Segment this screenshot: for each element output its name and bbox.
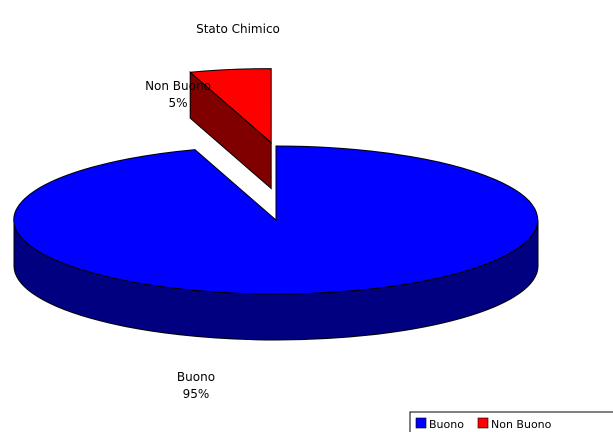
pie-slice-buono — [13, 145, 539, 295]
legend-label-buono: Buono — [429, 418, 464, 431]
legend-swatch-buono — [415, 417, 427, 429]
data-label-pct-buono: 95% — [183, 387, 210, 401]
legend-label-non-buono: Non Buono — [491, 418, 552, 431]
chart-title: Stato Chimico — [196, 22, 280, 36]
data-label-pct-non-buono: 5% — [168, 96, 187, 110]
legend-frame — [409, 411, 613, 432]
data-label-name-buono: Buono — [177, 370, 215, 384]
legend-swatch-non-buono — [477, 417, 489, 429]
pie-slice-non-buono — [188, 68, 272, 144]
pie-group — [13, 68, 539, 341]
data-label-name-non-buono: Non Buono — [145, 79, 211, 93]
legend: Buono Non Buono — [409, 411, 613, 432]
